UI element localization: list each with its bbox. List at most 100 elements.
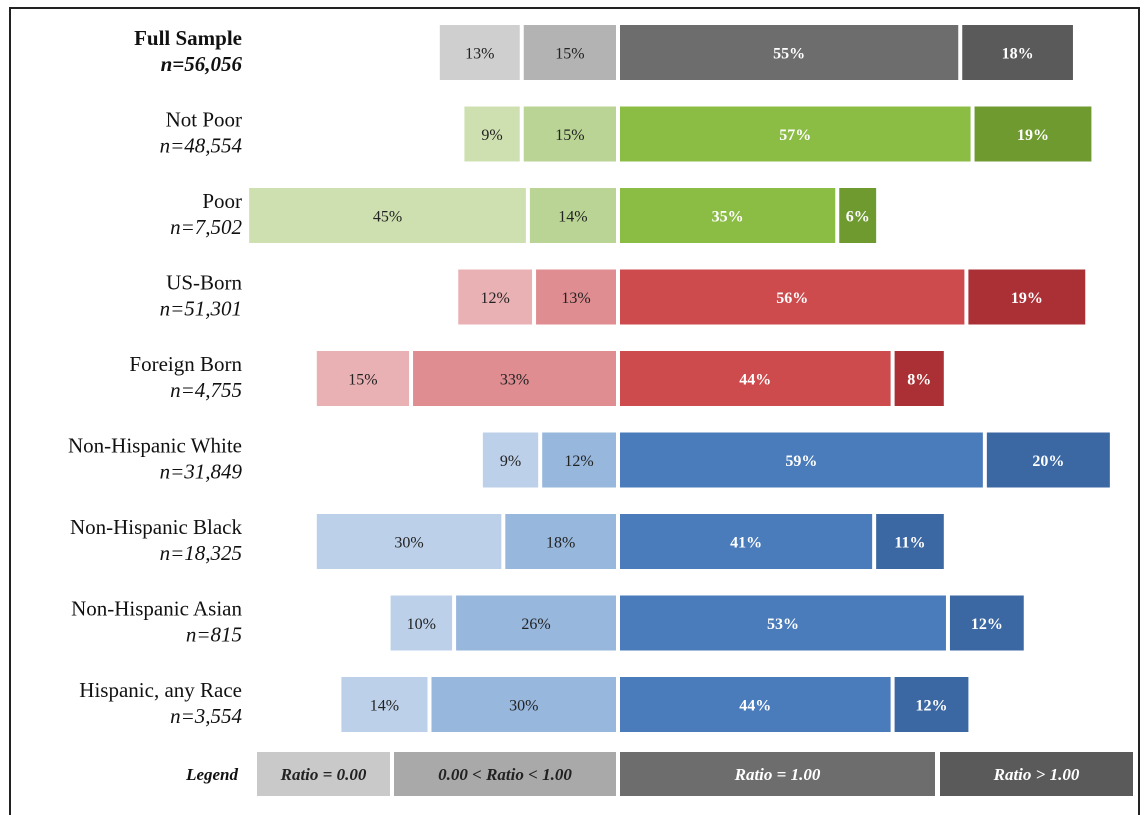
- bar-segment: [986, 432, 1110, 488]
- bar-segment: [523, 106, 616, 162]
- legend-swatch: [257, 752, 390, 796]
- data-label: 12%: [971, 616, 1003, 633]
- bar-segment: [439, 25, 520, 80]
- row-label: Foreign Born: [129, 352, 242, 376]
- data-label: 12%: [916, 698, 948, 715]
- row-n-label: n=7,502: [170, 215, 242, 239]
- data-label: 18%: [1002, 46, 1034, 63]
- data-label: 45%: [373, 209, 402, 226]
- bar-segment: [620, 595, 946, 651]
- data-label: 12%: [480, 290, 509, 307]
- legend-swatch: [940, 752, 1133, 796]
- data-label: 12%: [564, 453, 593, 470]
- data-label: 15%: [555, 127, 584, 144]
- data-label: 14%: [370, 698, 399, 715]
- bar-segment: [316, 514, 502, 569]
- data-label: 20%: [1032, 453, 1064, 470]
- legend-title: Legend: [185, 765, 238, 784]
- row-label: US-Born: [166, 271, 242, 295]
- bar-segment: [620, 677, 891, 732]
- data-label: 59%: [785, 453, 817, 470]
- row-n-label: n=4,755: [170, 378, 242, 402]
- data-label: 53%: [767, 616, 799, 633]
- bar-segment: [620, 432, 983, 488]
- row-label: Hispanic, any Race: [79, 678, 242, 702]
- legend-swatch: [620, 752, 935, 796]
- bar-segment: [839, 188, 877, 243]
- row-label: Non-Hispanic Black: [70, 515, 243, 539]
- row-label: Non-Hispanic White: [68, 434, 242, 458]
- data-label: 55%: [773, 46, 805, 63]
- bar-segment: [894, 351, 944, 406]
- legend-label: Ratio = 1.00: [734, 765, 821, 784]
- row-label: Poor: [202, 189, 242, 213]
- bar-segment: [894, 677, 969, 732]
- chart-frame: [9, 7, 1140, 815]
- bar-segment: [620, 106, 971, 162]
- data-label: 13%: [561, 290, 590, 307]
- data-label: 15%: [555, 46, 584, 63]
- bar-segment: [316, 351, 410, 406]
- bar-segment: [620, 25, 959, 80]
- bar-segment: [542, 432, 616, 488]
- row-n-label: n=31,849: [160, 460, 243, 484]
- row-n-label: n=56,056: [161, 52, 243, 76]
- bar-segment: [620, 351, 891, 406]
- bar-segment: [482, 432, 539, 488]
- bar-segment: [620, 188, 836, 243]
- data-label: 56%: [776, 290, 808, 307]
- data-label: 9%: [481, 127, 502, 144]
- data-label: 35%: [712, 209, 744, 226]
- bar-segment: [390, 595, 453, 651]
- data-label: 57%: [779, 127, 811, 144]
- bar-segment: [949, 595, 1024, 651]
- bar-segment: [974, 106, 1092, 162]
- bar-segment: [523, 25, 616, 80]
- legend-label: Ratio > 1.00: [993, 765, 1080, 784]
- bar-segment: [249, 188, 526, 243]
- bar-segment: [620, 269, 965, 325]
- data-label: 18%: [546, 535, 575, 552]
- data-label: 9%: [500, 453, 521, 470]
- row-label: Non-Hispanic Asian: [71, 597, 242, 621]
- bar-segment: [341, 677, 428, 732]
- data-label: 44%: [739, 698, 771, 715]
- data-label: 11%: [894, 535, 925, 552]
- bar-segment: [431, 677, 616, 732]
- bar-segment: [962, 25, 1073, 80]
- bar-segment: [456, 595, 616, 651]
- data-label: 19%: [1017, 127, 1049, 144]
- bar-segment: [968, 269, 1086, 325]
- row-n-label: n=18,325: [160, 541, 242, 565]
- bar-segment: [536, 269, 616, 325]
- data-label: 30%: [509, 698, 538, 715]
- data-label: 13%: [465, 46, 494, 63]
- row-label: Full Sample: [134, 26, 242, 50]
- row-n-label: n=3,554: [170, 704, 242, 728]
- data-label: 33%: [500, 372, 529, 389]
- bar-segment: [464, 106, 520, 162]
- row-n-label: n=815: [186, 623, 242, 647]
- data-label: 6%: [846, 209, 870, 226]
- bar-segment: [505, 514, 616, 569]
- bar-segment: [876, 514, 944, 569]
- row-n-label: n=48,554: [160, 134, 243, 158]
- bar-segment: [458, 269, 533, 325]
- legend-label: 0.00 < Ratio < 1.00: [438, 765, 572, 784]
- data-label: 41%: [730, 535, 762, 552]
- legend-swatch: [394, 752, 616, 796]
- bar-segment: [413, 351, 616, 406]
- data-label: 19%: [1011, 290, 1043, 307]
- data-label: 10%: [407, 616, 436, 633]
- row-label: Not Poor: [166, 108, 242, 132]
- legend-label: Ratio = 0.00: [280, 765, 367, 784]
- bar-segment: [620, 514, 873, 569]
- data-label: 8%: [907, 372, 931, 389]
- data-label: 15%: [348, 372, 377, 389]
- row-n-label: n=51,301: [160, 297, 242, 321]
- bar-segment: [529, 188, 616, 243]
- data-label: 44%: [739, 372, 771, 389]
- data-label: 30%: [394, 535, 423, 552]
- data-label: 26%: [521, 616, 550, 633]
